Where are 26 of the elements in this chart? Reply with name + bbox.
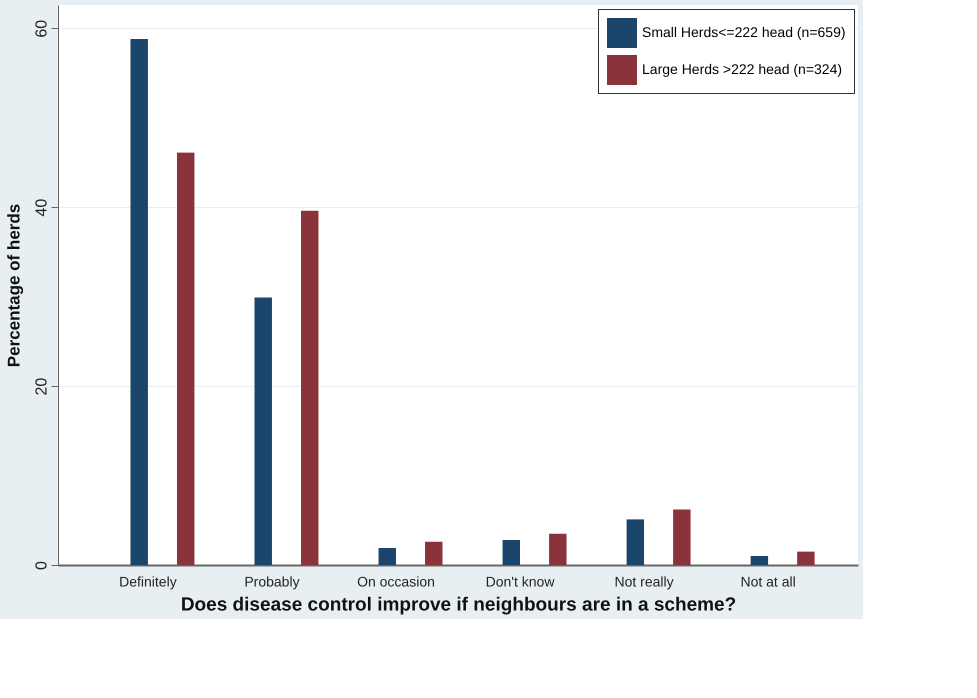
bar: [378, 548, 396, 565]
bar: [673, 510, 691, 565]
x-tick-label: Probably: [244, 574, 300, 590]
bar: [750, 556, 768, 565]
bar: [425, 542, 442, 565]
bar: [549, 534, 567, 565]
legend-label: Small Herds<=222 head (n=659): [642, 24, 846, 40]
y-tick-label: 20: [34, 378, 50, 396]
x-tick-label: Don't know: [486, 574, 556, 590]
bar: [254, 298, 272, 565]
y-tick-label: 40: [34, 198, 50, 217]
y-tick-label: 60: [34, 20, 50, 38]
x-tick-label: Definitely: [119, 574, 177, 590]
bar: [176, 152, 194, 565]
bar: [301, 210, 318, 565]
bar: [797, 552, 815, 565]
bar: [502, 540, 520, 565]
legend-label: Large Herds >222 head (n=324): [642, 61, 842, 77]
bar: [130, 38, 148, 565]
bar: [626, 519, 644, 565]
y-axis-title: Percentage of herds: [4, 204, 24, 368]
x-tick-label: On occasion: [357, 574, 435, 590]
x-axis-title: Does disease control improve if neighbours are in a scheme?: [180, 594, 736, 616]
y-tick-label: 0: [34, 560, 50, 570]
x-tick-label: Not really: [614, 574, 674, 590]
x-tick-label: Not at all: [740, 574, 796, 590]
